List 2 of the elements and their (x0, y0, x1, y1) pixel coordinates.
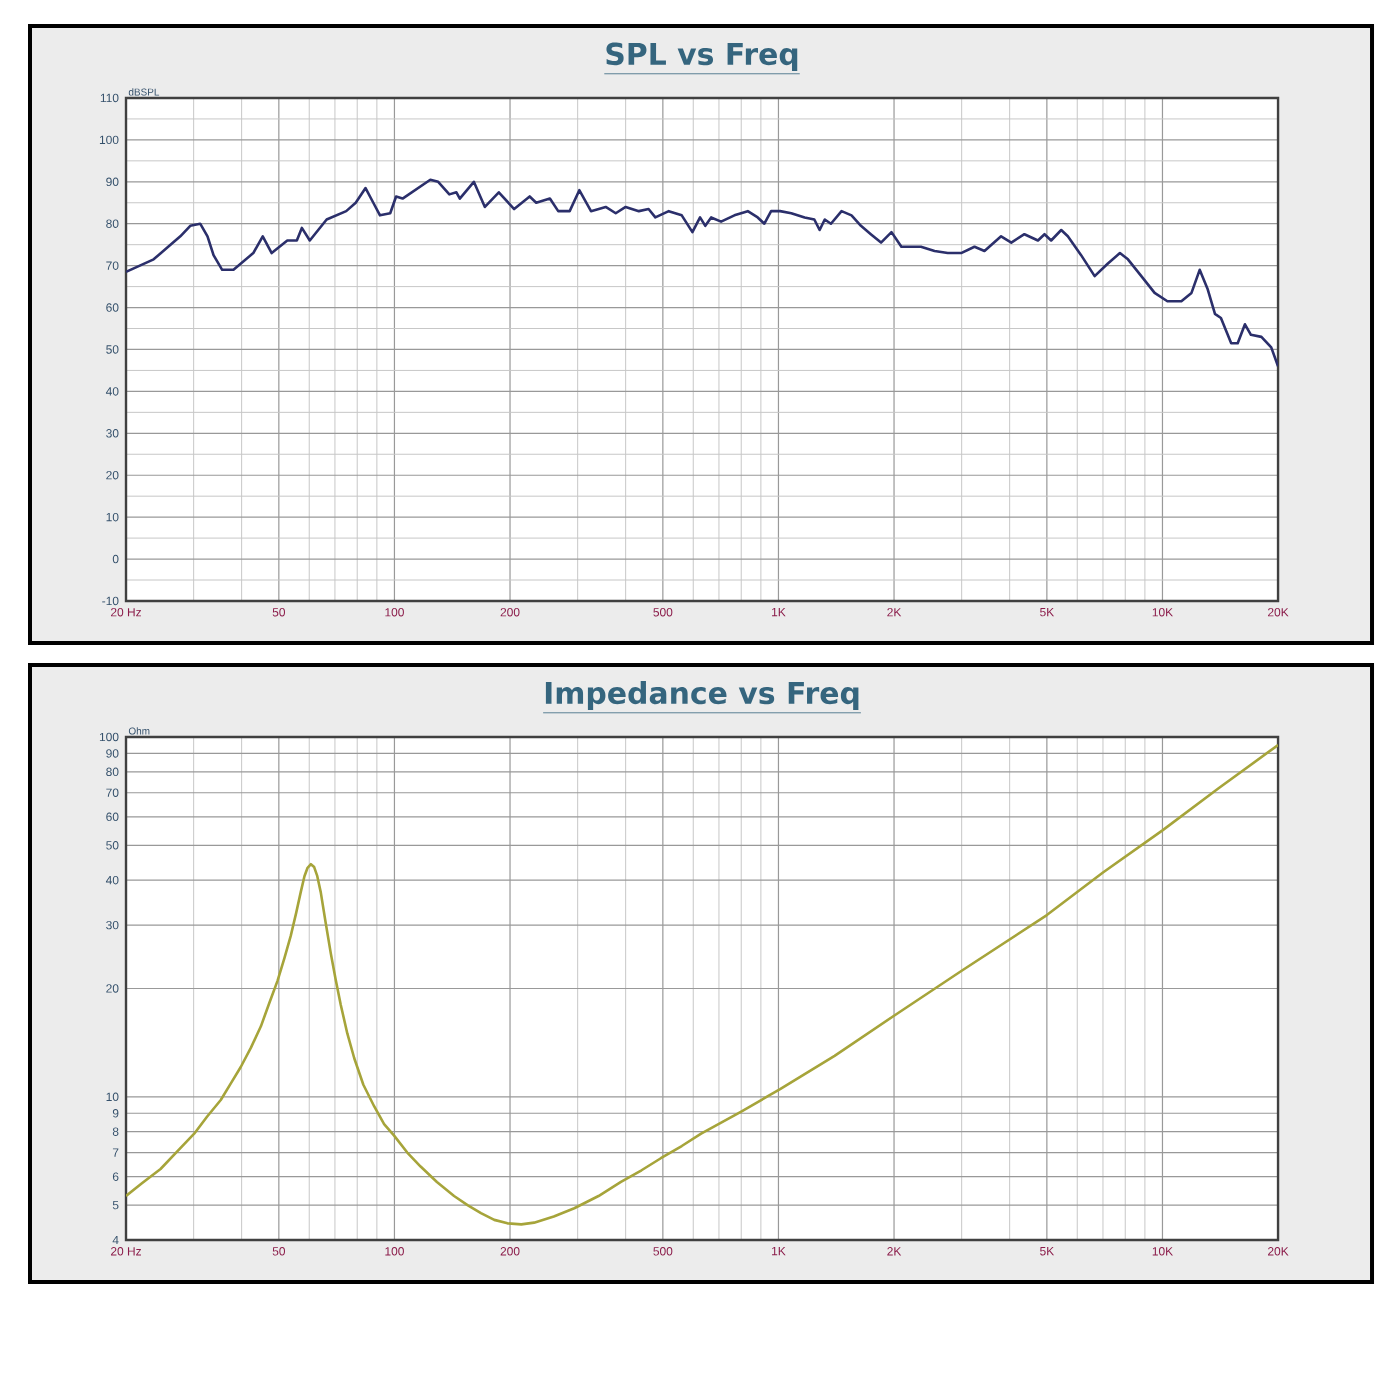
chart-title: Impedance vs Freq (545, 681, 859, 710)
chart-title: SPL vs Freq (606, 42, 798, 71)
